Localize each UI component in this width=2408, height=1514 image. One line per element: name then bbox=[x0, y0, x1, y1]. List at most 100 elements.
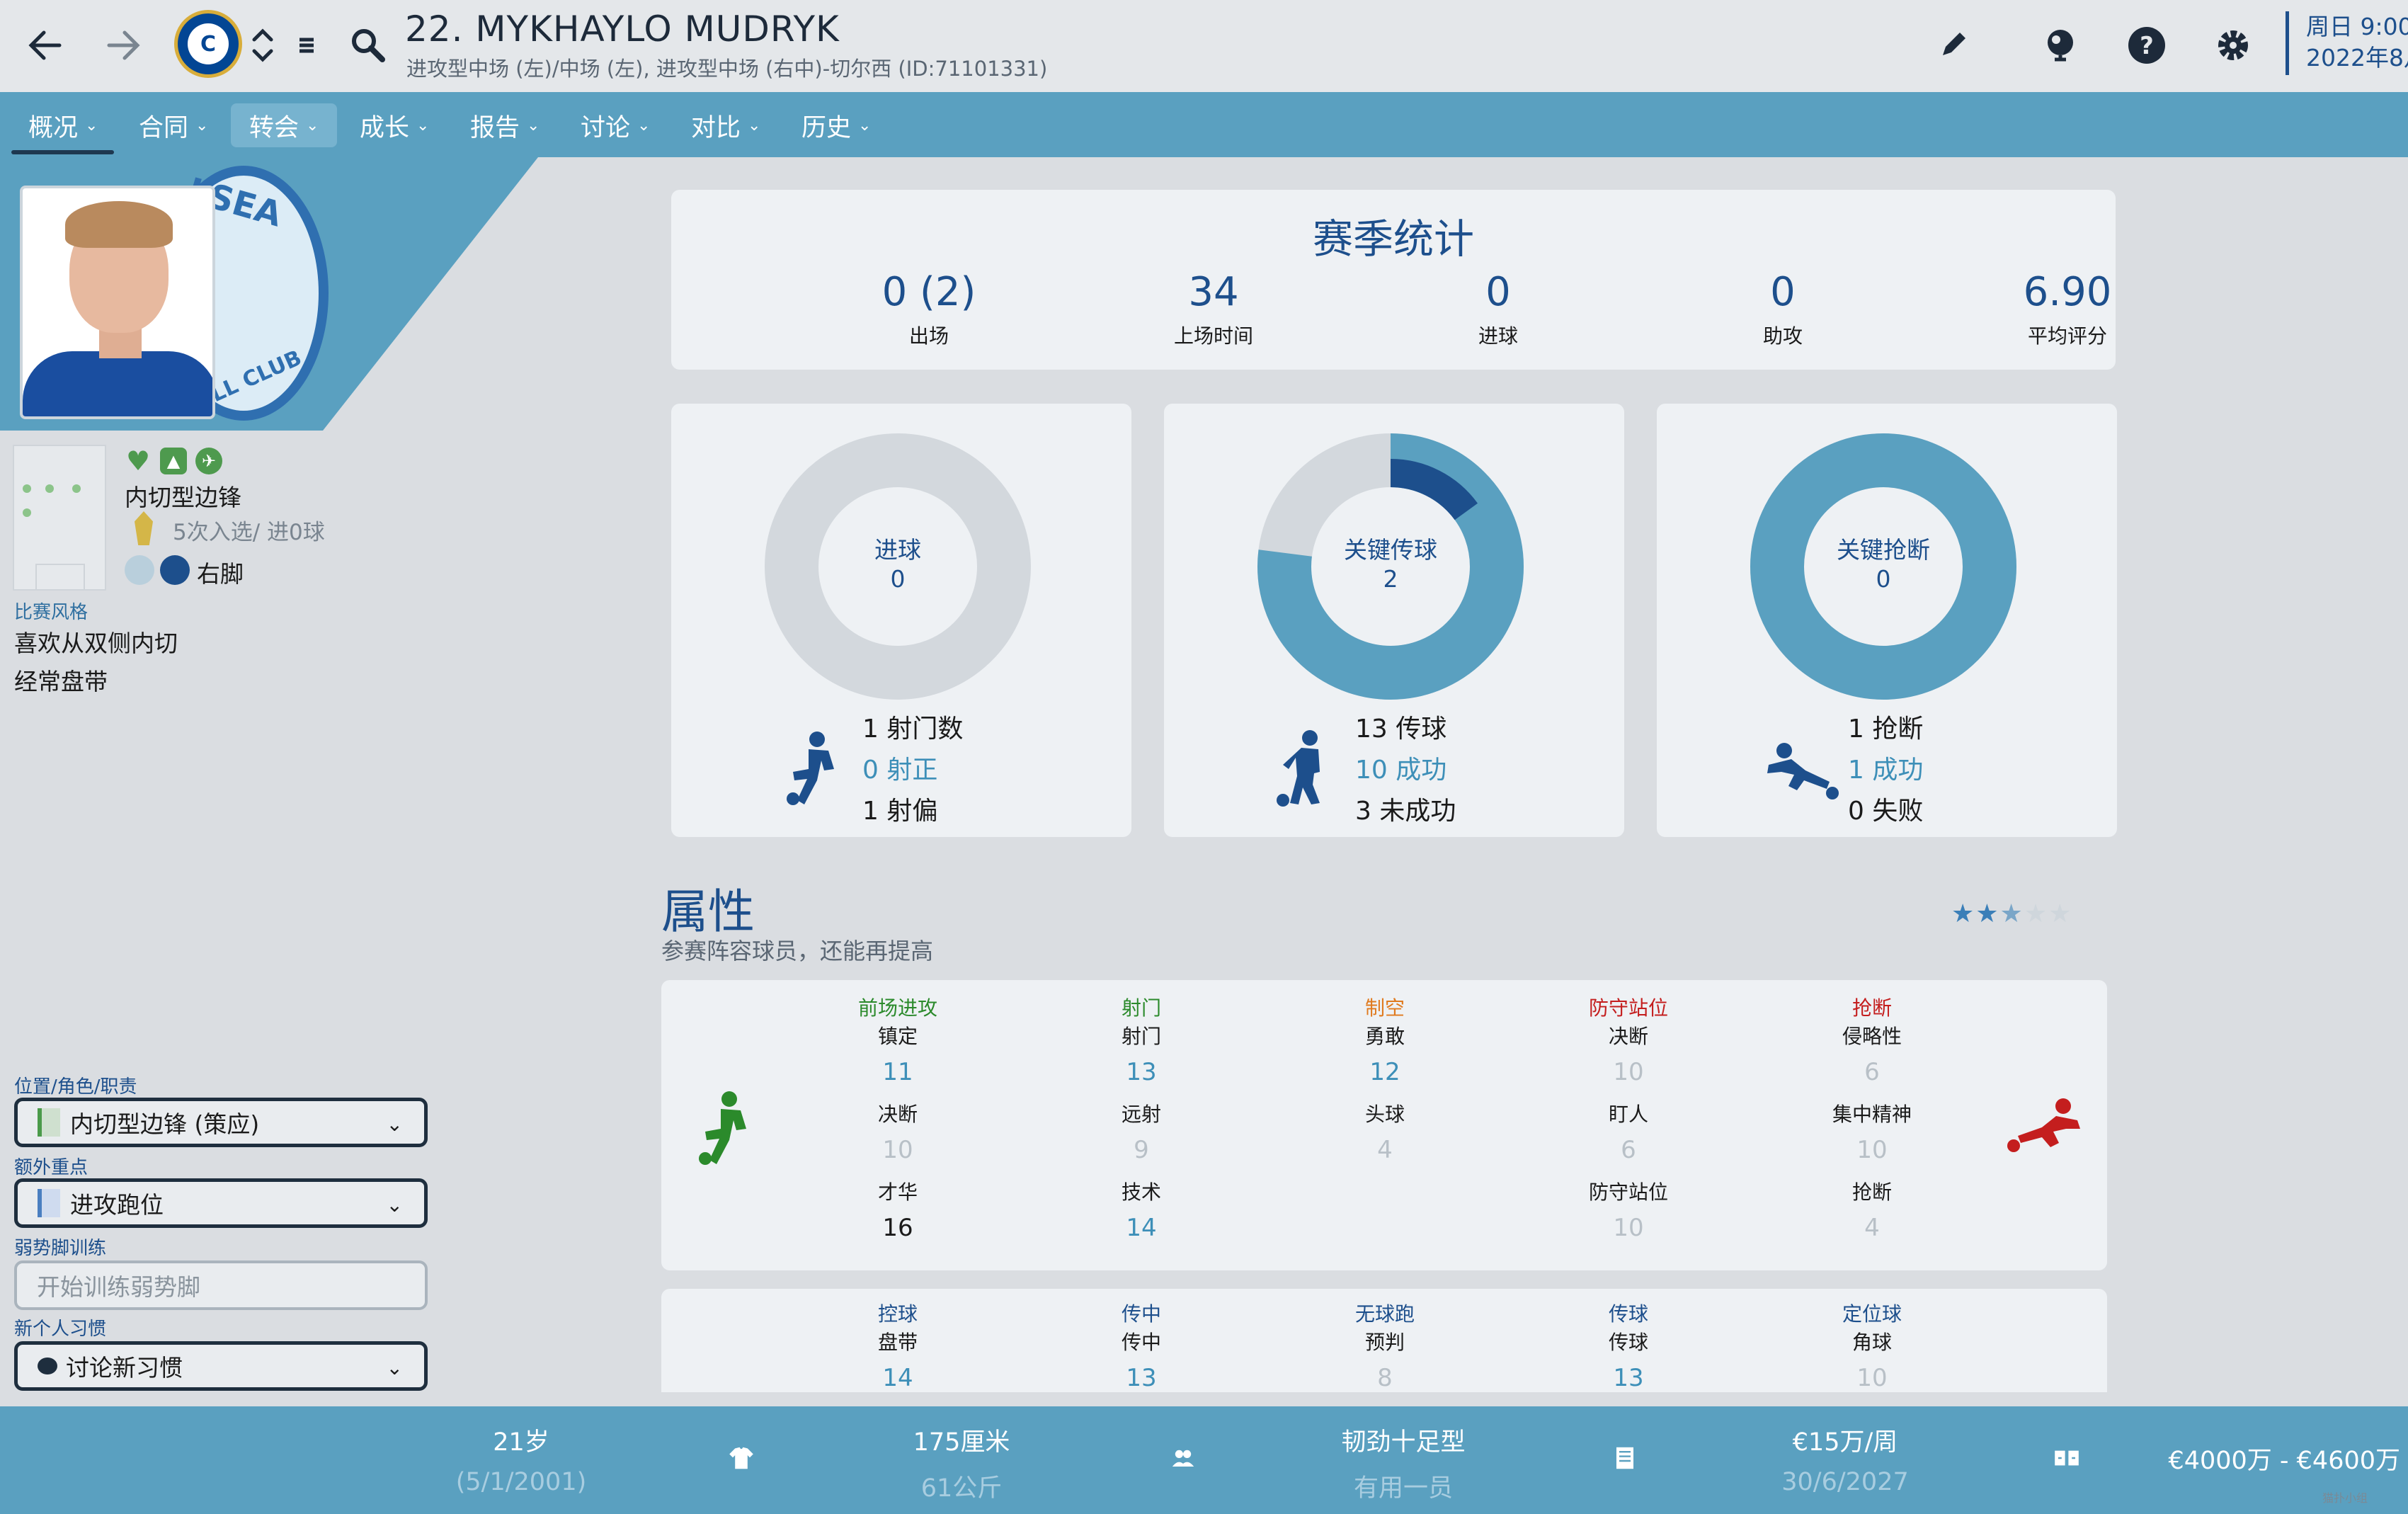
donut-value: 0 bbox=[890, 565, 906, 593]
attr-col-tackling: 抢断 侵略性 6 集中精神 10 抢断 4 bbox=[1759, 994, 1985, 1256]
stat-appearances: 0 (2) 出场 bbox=[823, 269, 1035, 349]
stat-minutes: 34 上场时间 bbox=[1107, 269, 1320, 349]
tab-label: 概况 bbox=[28, 113, 79, 142]
role-swatch bbox=[38, 1108, 60, 1137]
star-empty: ★★ bbox=[2024, 899, 2073, 928]
star-half: ★ bbox=[1999, 899, 2024, 928]
age-value: 21岁 bbox=[493, 1428, 549, 1457]
attributes-subtitle: 参赛阵容球员，还能再提高 bbox=[661, 938, 934, 964]
chat-bubble-icon bbox=[38, 1358, 57, 1374]
attr-value: 13 bbox=[1613, 1364, 1644, 1392]
tab-history[interactable]: 历史 ⌄ bbox=[783, 103, 889, 147]
tab-development[interactable]: 成长 ⌄ bbox=[341, 103, 447, 147]
attr-value: 6 bbox=[1864, 1058, 1880, 1086]
back-arrow-icon[interactable] bbox=[16, 16, 75, 75]
passes-completed: 10 成功 bbox=[1355, 756, 1447, 785]
up-down-icon[interactable] bbox=[238, 16, 287, 75]
chevron-up-icon[interactable]: ▲ bbox=[160, 448, 187, 474]
forward-arrow-icon[interactable] bbox=[93, 16, 153, 75]
attr-name: 决断 bbox=[877, 1103, 918, 1126]
attr-name: 远射 bbox=[1121, 1103, 1161, 1126]
left-boot-icon bbox=[125, 555, 154, 585]
key-passes-card[interactable]: 关键传球 2 13 传球 10 成功 3 未成功 bbox=[1164, 404, 1624, 837]
attr-name: 防守站位 bbox=[1588, 1180, 1668, 1204]
goals-donut bbox=[765, 433, 1031, 700]
attr-group: 传中 bbox=[1121, 1302, 1161, 1326]
defending-player-icon bbox=[2007, 1098, 2080, 1152]
heart-icon[interactable]: ♥ bbox=[125, 445, 151, 477]
svg-text:?: ? bbox=[2140, 32, 2154, 60]
shirt-icon bbox=[724, 1440, 759, 1476]
tab-label: 合同 bbox=[139, 113, 189, 142]
weak-foot-input[interactable]: 开始训练弱势脚 bbox=[14, 1260, 428, 1310]
weight-value: 61公斤 bbox=[920, 1474, 1003, 1503]
tab-reports[interactable]: 报告 ⌄ bbox=[452, 103, 558, 147]
attr-group: 控球 bbox=[877, 1302, 918, 1326]
attr-group: 抢断 bbox=[1851, 996, 1892, 1020]
active-tab-indicator bbox=[11, 150, 114, 154]
tab-discuss[interactable]: 讨论 ⌄ bbox=[562, 103, 668, 147]
tab-label: 成长 bbox=[360, 113, 410, 142]
chevron-down-icon: ⌄ bbox=[386, 1193, 403, 1217]
contract-icon bbox=[1607, 1440, 1643, 1476]
new-habit-select[interactable]: 讨论新习惯 ⌄ bbox=[14, 1341, 428, 1391]
tackles-won: 1 成功 bbox=[1848, 756, 1924, 785]
tab-transfer[interactable]: 转会 ⌄ bbox=[231, 103, 338, 147]
player-portrait[interactable] bbox=[20, 186, 215, 419]
attr-value: 16 bbox=[882, 1214, 913, 1242]
edit-icon[interactable] bbox=[1923, 16, 1982, 75]
attr-group: 传球 bbox=[1608, 1302, 1648, 1326]
attr-value: 10 bbox=[1856, 1136, 1888, 1164]
passing-player-icon bbox=[1277, 730, 1320, 807]
attr-value: 10 bbox=[1613, 1058, 1644, 1086]
gear-icon[interactable] bbox=[2203, 16, 2263, 75]
goals-card[interactable]: 进球 0 1 射门数 0 射正 1 射偏 bbox=[671, 404, 1131, 837]
attr-name: 勇敢 bbox=[1364, 1025, 1405, 1048]
stat-goals: 0 进球 bbox=[1392, 269, 1604, 349]
chevron-down-icon: ⌄ bbox=[306, 116, 319, 135]
attributes-card: 前场进攻 镇定 11 决断 10 才华 16 射门 射门 13 远射 9 技术 … bbox=[661, 980, 2107, 1270]
menu-icon[interactable] bbox=[282, 16, 331, 75]
extra-focus-select[interactable]: 进攻跑位 ⌄ bbox=[14, 1178, 428, 1228]
passes-total: 13 传球 bbox=[1355, 715, 1447, 744]
attr-value: 6 bbox=[1621, 1136, 1636, 1164]
donut-value: 2 bbox=[1383, 565, 1398, 593]
position-role-select[interactable]: 内切型边锋 (策应) ⌄ bbox=[14, 1098, 428, 1147]
play-style-item: 喜欢从双侧内切 bbox=[14, 630, 178, 657]
attr-value: 10 bbox=[1613, 1214, 1644, 1242]
tab-overview[interactable]: 概况 ⌄ bbox=[10, 103, 116, 147]
attr-col-set-pieces: 定位球 角球 10 bbox=[1759, 1300, 1985, 1392]
date-time[interactable]: 周日 9:00 2022年8月 bbox=[2286, 11, 2408, 75]
tab-label: 报告 bbox=[470, 113, 520, 142]
search-icon[interactable] bbox=[338, 16, 398, 75]
attr-value: 14 bbox=[882, 1364, 913, 1392]
attr-name: 射门 bbox=[1121, 1025, 1161, 1048]
stat-avg-rating: 6.90 平均评分 bbox=[1961, 269, 2174, 349]
attr-name: 盯人 bbox=[1608, 1103, 1648, 1126]
weak-foot-label: 弱势脚训练 bbox=[14, 1238, 107, 1259]
attr-name: 镇定 bbox=[877, 1025, 918, 1048]
club-crest-icon[interactable]: C bbox=[174, 10, 242, 78]
attr-group: 制空 bbox=[1364, 996, 1405, 1020]
tab-contract[interactable]: 合同 ⌄ bbox=[120, 103, 227, 147]
attributes-title: 属性 bbox=[661, 884, 755, 939]
attr-value: 13 bbox=[1126, 1058, 1157, 1086]
donut-label: 关键抢断 bbox=[1837, 536, 1930, 564]
right-boot-icon bbox=[160, 555, 190, 585]
transfer-value: €4000万 - €4600万 bbox=[2168, 1447, 2400, 1475]
attr-name: 侵略性 bbox=[1842, 1025, 1902, 1048]
plane-icon[interactable]: ✈ bbox=[195, 448, 222, 474]
attr-name: 才华 bbox=[877, 1180, 918, 1204]
date-day-time: 周日 9:00 bbox=[2306, 13, 2408, 40]
key-tackles-card[interactable]: 关键抢断 0 1 抢断 1 成功 0 失败 bbox=[1657, 404, 2117, 837]
attr-name: 传中 bbox=[1121, 1331, 1161, 1354]
chevron-down-icon: ⌄ bbox=[748, 116, 761, 135]
national-team-icon bbox=[135, 511, 153, 545]
globe-icon[interactable] bbox=[2031, 16, 2090, 75]
help-icon[interactable]: ? bbox=[2117, 16, 2176, 75]
tab-compare[interactable]: 对比 ⌄ bbox=[673, 103, 779, 147]
attr-col-shooting: 射门 射门 13 远射 9 技术 14 bbox=[1028, 994, 1255, 1256]
attr-col-ball-control: 控球 盘带 14 bbox=[784, 1300, 1011, 1392]
height-value: 175厘米 bbox=[913, 1428, 1010, 1457]
date-month: 2022年8月 bbox=[2306, 44, 2408, 72]
